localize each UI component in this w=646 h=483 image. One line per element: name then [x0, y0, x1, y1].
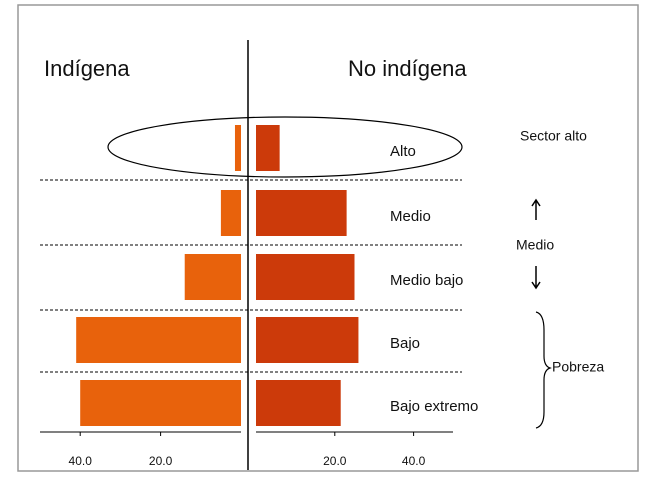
x-tick-label: 40.0 — [69, 454, 93, 468]
category-label: Alto — [390, 143, 416, 160]
series-header: Indígena — [44, 56, 130, 81]
arrow-down — [531, 266, 541, 290]
brace — [535, 311, 552, 429]
x-tick-label: 20.0 — [149, 454, 173, 468]
bar — [256, 190, 347, 236]
bar — [256, 254, 355, 300]
series-header: No indígena — [348, 56, 467, 81]
annotation: Sector alto — [520, 128, 587, 144]
category-label: Medio bajo — [390, 272, 463, 289]
x-tick-label: 20.0 — [323, 454, 347, 468]
annotation: Medio — [516, 237, 554, 253]
highlight-ellipse — [107, 116, 463, 178]
bar — [76, 317, 242, 363]
category-label: Medio — [390, 208, 431, 225]
bar — [256, 380, 341, 426]
bar — [80, 380, 241, 426]
arrow-up — [531, 198, 541, 220]
category-label: Bajo extremo — [390, 398, 478, 415]
bar — [256, 317, 359, 363]
bar — [184, 254, 241, 300]
bar — [234, 125, 241, 171]
frame — [17, 4, 639, 472]
annotation: Pobreza — [552, 359, 604, 375]
category-label: Bajo — [390, 335, 420, 352]
bar — [220, 190, 241, 236]
bar — [256, 125, 280, 171]
x-tick-label: 40.0 — [402, 454, 426, 468]
